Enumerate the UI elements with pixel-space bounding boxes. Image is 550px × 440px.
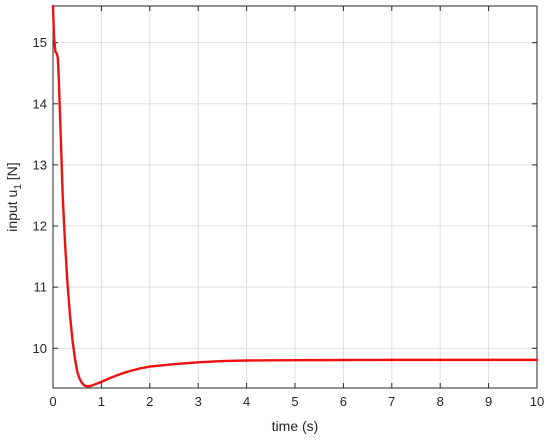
x-tick-label: 10 <box>530 394 544 409</box>
x-tick-label: 8 <box>437 394 444 409</box>
y-tick-label: 12 <box>33 219 47 234</box>
series-layer <box>51 4 539 388</box>
y-axis-label-unit: [N] <box>4 162 20 184</box>
x-tick-label: 0 <box>49 394 56 409</box>
y-tick-label: 14 <box>33 96 47 111</box>
y-tick-label: 13 <box>33 157 47 172</box>
x-tick-label: 4 <box>243 394 250 409</box>
x-tick-label: 5 <box>291 394 298 409</box>
x-tick-label: 9 <box>485 394 492 409</box>
x-axis-label: time (s) <box>272 418 319 434</box>
x-tick-label: 6 <box>340 394 347 409</box>
x-tick-label: 3 <box>195 394 202 409</box>
series-line <box>51 4 539 388</box>
x-tick-label: 7 <box>388 394 395 409</box>
y-axis-label-main: input u <box>4 190 20 232</box>
y-axis-label-subscript: 1 <box>13 184 24 190</box>
y-tick-label: 11 <box>34 280 48 295</box>
x-tick-label: 2 <box>146 394 153 409</box>
y-axis-label: input u1 [N] <box>4 162 24 231</box>
x-tick-label: 1 <box>98 394 105 409</box>
y-tick-label: 15 <box>33 35 47 50</box>
y-tick-label: 10 <box>33 341 47 356</box>
